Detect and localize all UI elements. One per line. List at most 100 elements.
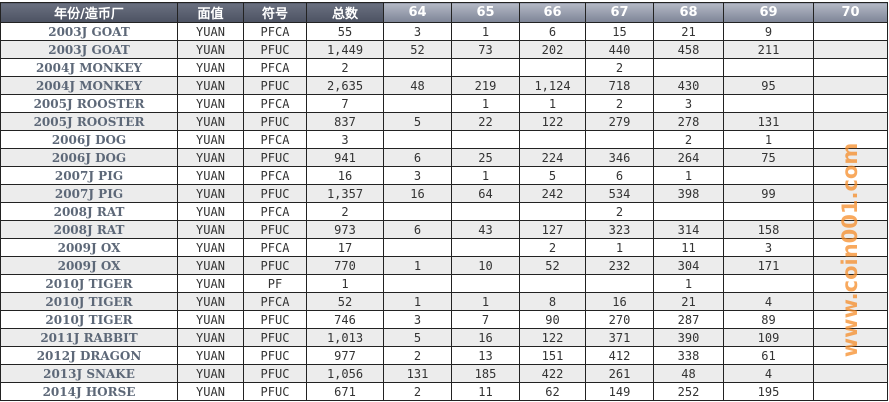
table-cell: 304	[653, 256, 724, 275]
table-cell: 7	[306, 94, 384, 113]
table-cell: 422	[519, 364, 586, 383]
table-cell: 3	[723, 238, 814, 257]
table-cell: YUAN	[177, 292, 244, 311]
coin-name-cell: 2009J OX	[0, 238, 178, 257]
column-header: 年份/造币厂	[0, 2, 178, 23]
table-cell	[451, 274, 520, 293]
table-cell: 55	[306, 22, 384, 41]
coin-name-cell: 2010J TIGER	[0, 310, 178, 329]
table-cell	[813, 22, 888, 41]
table-cell: 99	[723, 184, 814, 203]
table-cell	[813, 130, 888, 149]
table-cell: 25	[451, 148, 520, 167]
table-cell	[813, 292, 888, 311]
table-cell: 671	[306, 382, 384, 401]
table-cell: 16	[383, 184, 452, 203]
table-cell: YUAN	[177, 382, 244, 401]
column-header: 符号	[243, 2, 307, 23]
table-cell: YUAN	[177, 76, 244, 95]
table-cell: 1	[451, 292, 520, 311]
table-cell: PFUC	[243, 346, 307, 365]
table-cell	[813, 166, 888, 185]
table-cell: 7	[451, 310, 520, 329]
table-cell: 95	[723, 76, 814, 95]
table-cell: PFCA	[243, 58, 307, 77]
table-cell: 16	[585, 292, 654, 311]
table-cell	[653, 202, 724, 221]
table-cell: YUAN	[177, 310, 244, 329]
table-cell	[451, 238, 520, 257]
table-row: 2010J TIGER YUAN PFCA 52 1 1 8 16 21 4	[0, 292, 888, 311]
coin-name-cell: 2012J DRAGON	[0, 346, 178, 365]
table-cell: 195	[723, 382, 814, 401]
table-row: 2013J SNAKE YUAN PFUC 1,056 131 185 422 261 48 4	[0, 364, 888, 383]
coin-name-cell: 2004J MONKEY	[0, 76, 178, 95]
table-cell: 1	[653, 274, 724, 293]
table-cell: 232	[585, 256, 654, 275]
table-cell: PFUC	[243, 76, 307, 95]
table-cell: 52	[383, 40, 452, 59]
table-cell: 16	[306, 166, 384, 185]
table-cell: 4	[723, 364, 814, 383]
coin-name-cell: 2003J GOAT	[0, 22, 178, 41]
table-cell: 534	[585, 184, 654, 203]
table-cell: 977	[306, 346, 384, 365]
table-cell: 43	[451, 220, 520, 239]
table-row: 2014J HORSE YUAN PFUC 671 2 11 62 149 252 195	[0, 382, 888, 401]
table-row: 2003J GOAT YUAN PFUC 1,449 52 73 202 440 458 211	[0, 40, 888, 59]
table-cell: PFCA	[243, 22, 307, 41]
table-cell: 224	[519, 148, 586, 167]
table-cell: 2,635	[306, 76, 384, 95]
table-cell: 242	[519, 184, 586, 203]
table-cell: PFCA	[243, 130, 307, 149]
table-cell: 22	[451, 112, 520, 131]
table-cell: 109	[723, 328, 814, 347]
table-cell: 2	[653, 130, 724, 149]
table-row: 2004J MONKEY YUAN PFUC 2,635 48 219 1,124 718 43…	[0, 76, 888, 95]
table-cell: PFCA	[243, 202, 307, 221]
table-cell: PFCA	[243, 166, 307, 185]
table-cell: 264	[653, 148, 724, 167]
header-row: 年份/造币厂 面值 符号 总数 64 65 66 67 68 69 70	[0, 2, 888, 23]
table-row: 2005J ROOSTER YUAN PFUC 837 5 22 122 279 278 131	[0, 112, 888, 131]
coin-name-cell: 2011J RABBIT	[0, 328, 178, 347]
table-cell: 6	[383, 220, 452, 239]
table-cell: 252	[653, 382, 724, 401]
table-cell: 323	[585, 220, 654, 239]
table-cell: 131	[383, 364, 452, 383]
coin-name-cell: 2006J DOG	[0, 130, 178, 149]
table-cell: YUAN	[177, 202, 244, 221]
table-cell: 973	[306, 220, 384, 239]
table-row: 2009J OX YUAN PFUC 770 1 10 52 232 304 171	[0, 256, 888, 275]
table-cell: 941	[306, 148, 384, 167]
table-cell: 52	[519, 256, 586, 275]
table-cell: 21	[653, 22, 724, 41]
table-cell: 390	[653, 328, 724, 347]
table-cell: 346	[585, 148, 654, 167]
table-cell: 430	[653, 76, 724, 95]
coin-name-cell: 2010J TIGER	[0, 292, 178, 311]
column-header: 64	[383, 2, 452, 23]
table-cell: 5	[383, 328, 452, 347]
table-cell: 5	[383, 112, 452, 131]
table-cell	[813, 382, 888, 401]
table-row: 2008J RAT YUAN PFUC 973 6 43 127 323 314 158	[0, 220, 888, 239]
table-cell: YUAN	[177, 58, 244, 77]
column-header: 70	[813, 2, 888, 23]
coin-name-cell: 2013J SNAKE	[0, 364, 178, 383]
table-cell: 21	[653, 292, 724, 311]
table-cell	[813, 328, 888, 347]
table-row: 2009J OX YUAN PFCA 17 2 1 11 3	[0, 238, 888, 257]
table-cell: 2	[383, 382, 452, 401]
table-row: 2006J DOG YUAN PFUC 941 6 25 224 346 264 75	[0, 148, 888, 167]
table-cell: 279	[585, 112, 654, 131]
table-cell: PFUC	[243, 184, 307, 203]
table-cell	[723, 94, 814, 113]
column-header: 总数	[306, 2, 384, 23]
table-cell	[813, 40, 888, 59]
table-cell: 127	[519, 220, 586, 239]
table-cell: 15	[585, 22, 654, 41]
table-cell: 398	[653, 184, 724, 203]
table-cell: 2	[519, 238, 586, 257]
table-cell: 718	[585, 76, 654, 95]
